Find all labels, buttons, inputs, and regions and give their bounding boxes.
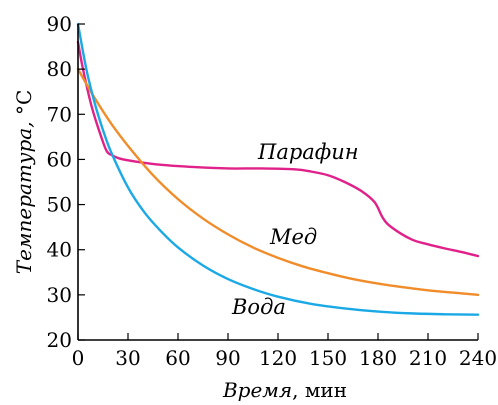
y-tick-label: 30 bbox=[47, 283, 72, 307]
x-tick-label: 120 bbox=[259, 346, 297, 370]
y-axis-title: Температура, °C bbox=[12, 90, 36, 275]
x-axis-title-unit: , мин bbox=[292, 378, 347, 402]
x-axis-title: Время, мин bbox=[222, 378, 347, 402]
y-tick-label: 70 bbox=[47, 102, 72, 126]
series-label-honey: Мед bbox=[269, 225, 317, 249]
x-axis-title-name: Время bbox=[222, 378, 292, 402]
ticks: 0 30 60 90 120 150 180 210 240 20 30 40 50 60 70 80 90 bbox=[47, 12, 498, 370]
series-line-honey bbox=[76, 67, 480, 297]
series-lines bbox=[76, 22, 480, 316]
x-tick-label: 180 bbox=[359, 346, 397, 370]
y-axis-title-name: Температура, bbox=[12, 115, 36, 274]
x-tick-label: 0 bbox=[72, 346, 85, 370]
series-label-water: Вода bbox=[231, 295, 286, 319]
y-axis-title-unit: °C bbox=[12, 90, 36, 115]
x-tick-label: 60 bbox=[165, 346, 190, 370]
y-tick-label: 20 bbox=[47, 328, 72, 352]
x-tick-label: 210 bbox=[409, 346, 447, 370]
y-tick-label: 80 bbox=[47, 57, 72, 81]
x-tick-label: 30 bbox=[115, 346, 140, 370]
series-line-paraffin bbox=[76, 40, 480, 258]
y-tick-label: 50 bbox=[47, 193, 72, 217]
x-tick-label: 240 bbox=[459, 346, 497, 370]
series-labels: Парафин Мед Вода bbox=[231, 140, 359, 319]
x-tick-label: 90 bbox=[215, 346, 240, 370]
series-line-water bbox=[76, 22, 480, 316]
series-label-paraffin: Парафин bbox=[257, 140, 359, 164]
y-tick-label: 60 bbox=[47, 147, 72, 171]
y-tick-label: 90 bbox=[47, 12, 72, 36]
x-tick-label: 150 bbox=[309, 346, 347, 370]
y-tick-label: 40 bbox=[47, 238, 72, 262]
axes bbox=[77, 24, 478, 341]
